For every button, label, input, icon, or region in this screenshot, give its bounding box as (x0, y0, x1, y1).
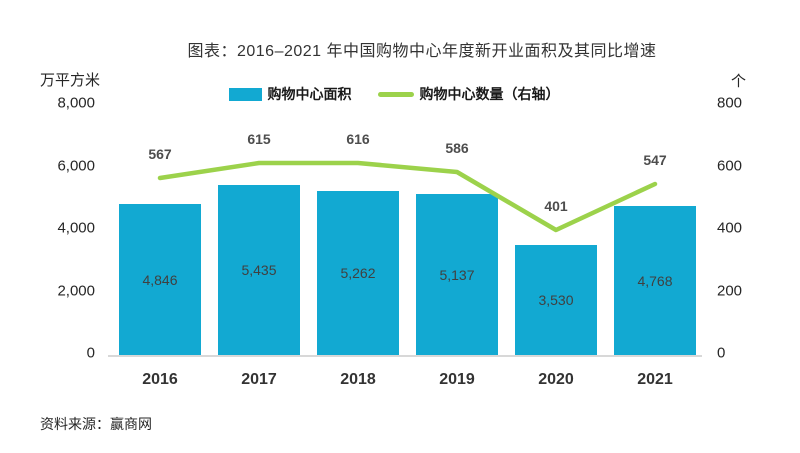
left-axis-tick: 0 (86, 344, 95, 362)
x-axis-label-2018: 2018 (340, 371, 376, 388)
right-axis-tick: 800 (717, 94, 743, 112)
x-axis-label-2019: 2019 (439, 371, 475, 388)
right-axis-tick: 400 (717, 219, 743, 237)
bar-2017: 5,435 (218, 185, 300, 355)
left-axis-tick: 8,000 (57, 94, 95, 112)
bar-value-label: 5,137 (439, 266, 475, 283)
bar-2016: 4,846 (119, 204, 201, 355)
line-value-label: 547 (643, 152, 667, 168)
bar-2020: 3,530 (515, 245, 597, 355)
left-axis-tick: 6,000 (57, 157, 95, 174)
x-axis-line (108, 355, 702, 357)
x-axis-label-2017: 2017 (241, 371, 277, 388)
line-series-swatch (377, 91, 414, 97)
bar-value-label: 4,768 (637, 272, 673, 289)
chart-title: 图表：2016–2021 年中国购物中心年度新开业面积及其同比增速 (187, 43, 657, 60)
right-axis-unit: 个 (731, 73, 747, 90)
legend-area-label: 购物中心面积 (267, 86, 352, 102)
left-axis-tick: 4,000 (57, 219, 95, 237)
source-note: 资料来源：赢商网 (40, 416, 152, 432)
right-axis-tick: 600 (717, 157, 743, 174)
left-axis-unit: 万平方米 (40, 72, 101, 89)
x-axis-label-2016: 2016 (142, 371, 178, 388)
bar-value-label: 5,435 (241, 262, 277, 278)
legend-item-count: 购物中心数量（右轴） (377, 84, 560, 104)
bar-2018: 5,262 (317, 191, 399, 355)
left-axis-tick: 2,000 (57, 282, 95, 299)
bar-value-label: 4,846 (142, 271, 178, 288)
line-value-label: 615 (247, 131, 271, 147)
line-value-label: 586 (445, 140, 469, 156)
bar-2019: 5,137 (416, 194, 498, 355)
bar-series-swatch (228, 87, 262, 101)
legend-count-label: 购物中心数量（右轴） (419, 86, 560, 102)
right-axis-tick: 200 (717, 282, 743, 299)
legend: 购物中心面积 购物中心数量（右轴） (0, 84, 794, 104)
line-value-label: 567 (148, 146, 172, 162)
legend-item-area: 购物中心面积 (228, 84, 352, 104)
line-value-label: 401 (544, 198, 568, 214)
bar-value-label: 3,530 (538, 292, 574, 308)
right-axis-tick: 0 (717, 344, 726, 362)
line-value-label: 616 (346, 131, 370, 147)
x-axis-label-2020: 2020 (538, 371, 574, 388)
x-axis-label-2021: 2021 (637, 371, 673, 388)
bar-2021: 4,768 (614, 206, 696, 355)
bar-value-label: 5,262 (340, 265, 376, 281)
